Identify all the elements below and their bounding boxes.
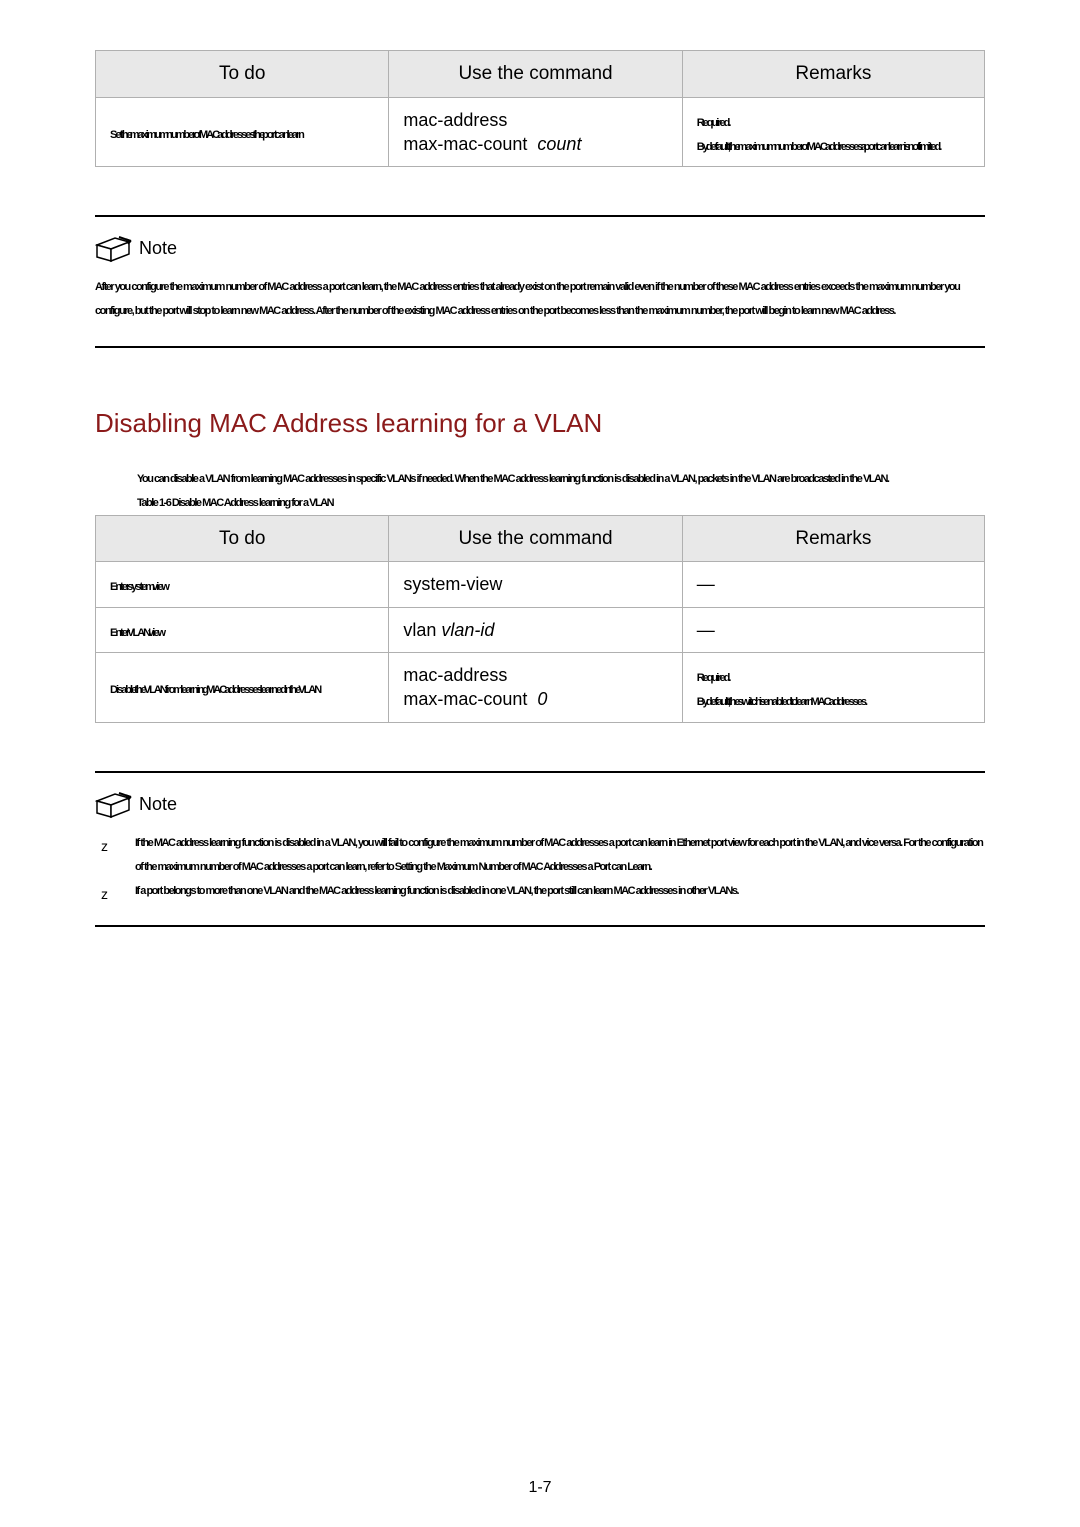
cell-todo: Set the maximum number of MAC addresses … (110, 128, 303, 142)
th-cmd: Use the command (389, 51, 682, 98)
cell-remarks-2: By default, the maximum number of MAC ad… (697, 140, 941, 154)
th-todo: To do (96, 515, 389, 562)
note-block-1: Note After you configure the maximum num… (95, 215, 985, 347)
note-block-2: Note If the MAC address learning functio… (95, 771, 985, 928)
note-text: After you configure the maximum number o… (95, 281, 959, 317)
table-row: Set the maximum number of MAC addresses … (96, 97, 985, 167)
table-row: Enter VLAN view vlan vlan-id — (96, 607, 985, 652)
note-icon (95, 791, 133, 819)
note-label: Note (139, 794, 177, 815)
note-icon (95, 235, 133, 263)
mac-count-port-table: To do Use the command Remarks Set the ma… (95, 50, 985, 167)
section-heading: Disabling MAC Address learning for a VLA… (95, 408, 985, 439)
mac-learn-vlan-table: To do Use the command Remarks Enter syst… (95, 515, 985, 723)
cell-remarks-1: Required. (697, 116, 730, 130)
th-remarks: Remarks (682, 515, 984, 562)
note-bullet: If a port belongs to more than one VLAN … (95, 879, 985, 903)
intro-para: You can disable a VLAN from learning MAC… (137, 467, 985, 491)
th-cmd: Use the command (389, 515, 682, 562)
note-bullet: If the MAC address learning function is … (95, 831, 985, 879)
table-row: Enter system view system-view — (96, 562, 985, 607)
table2-caption: Table 1-6 Disable MAC Address learning f… (137, 497, 985, 509)
note-label: Note (139, 238, 177, 259)
cell-cmd: mac-address max-mac-count count (389, 97, 682, 167)
th-todo: To do (96, 51, 389, 98)
th-remarks: Remarks (682, 51, 984, 98)
table-row: Disable the VLAN from learning MAC addre… (96, 653, 985, 723)
page-number: 1-7 (0, 1479, 1080, 1497)
